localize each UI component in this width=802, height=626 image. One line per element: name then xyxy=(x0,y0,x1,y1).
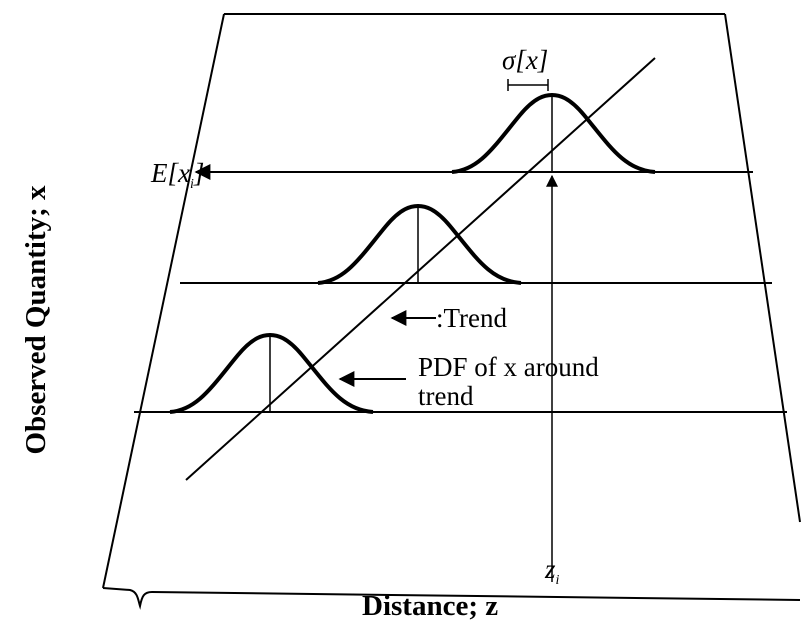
pdf-label-line1: PDF of x around xyxy=(418,352,599,382)
sigma-label: σ[x] xyxy=(502,45,548,75)
plane-frame xyxy=(102,13,801,610)
expected-value-close: ] xyxy=(193,158,205,188)
pdf-curve-top xyxy=(451,92,656,174)
trend-label: :Trend xyxy=(436,303,508,333)
y-axis-label: Observed Quantity; x xyxy=(20,185,52,455)
zi-tick-main: z xyxy=(544,554,556,584)
expected-value-main: E[x xyxy=(150,158,190,188)
zi-tick-label: zi xyxy=(544,554,560,588)
zi-tick-subscript: i xyxy=(556,573,560,588)
mean-lines xyxy=(269,206,419,412)
sigma-indicator xyxy=(507,79,549,91)
frame-bottom-edge xyxy=(102,587,801,610)
frame-left-edge xyxy=(102,13,225,589)
pdf-curve-middle xyxy=(317,203,522,285)
pdf-curve-bottom xyxy=(169,332,374,414)
x-axis-label: Distance; z xyxy=(362,590,498,622)
level-lines xyxy=(134,164,787,413)
trend-line xyxy=(185,57,656,481)
frame-right-edge xyxy=(724,13,801,523)
expected-value-subscript: i xyxy=(190,177,194,192)
expected-value-label: E[xi] xyxy=(150,158,204,192)
pdf-label-line2: trend xyxy=(418,381,474,411)
